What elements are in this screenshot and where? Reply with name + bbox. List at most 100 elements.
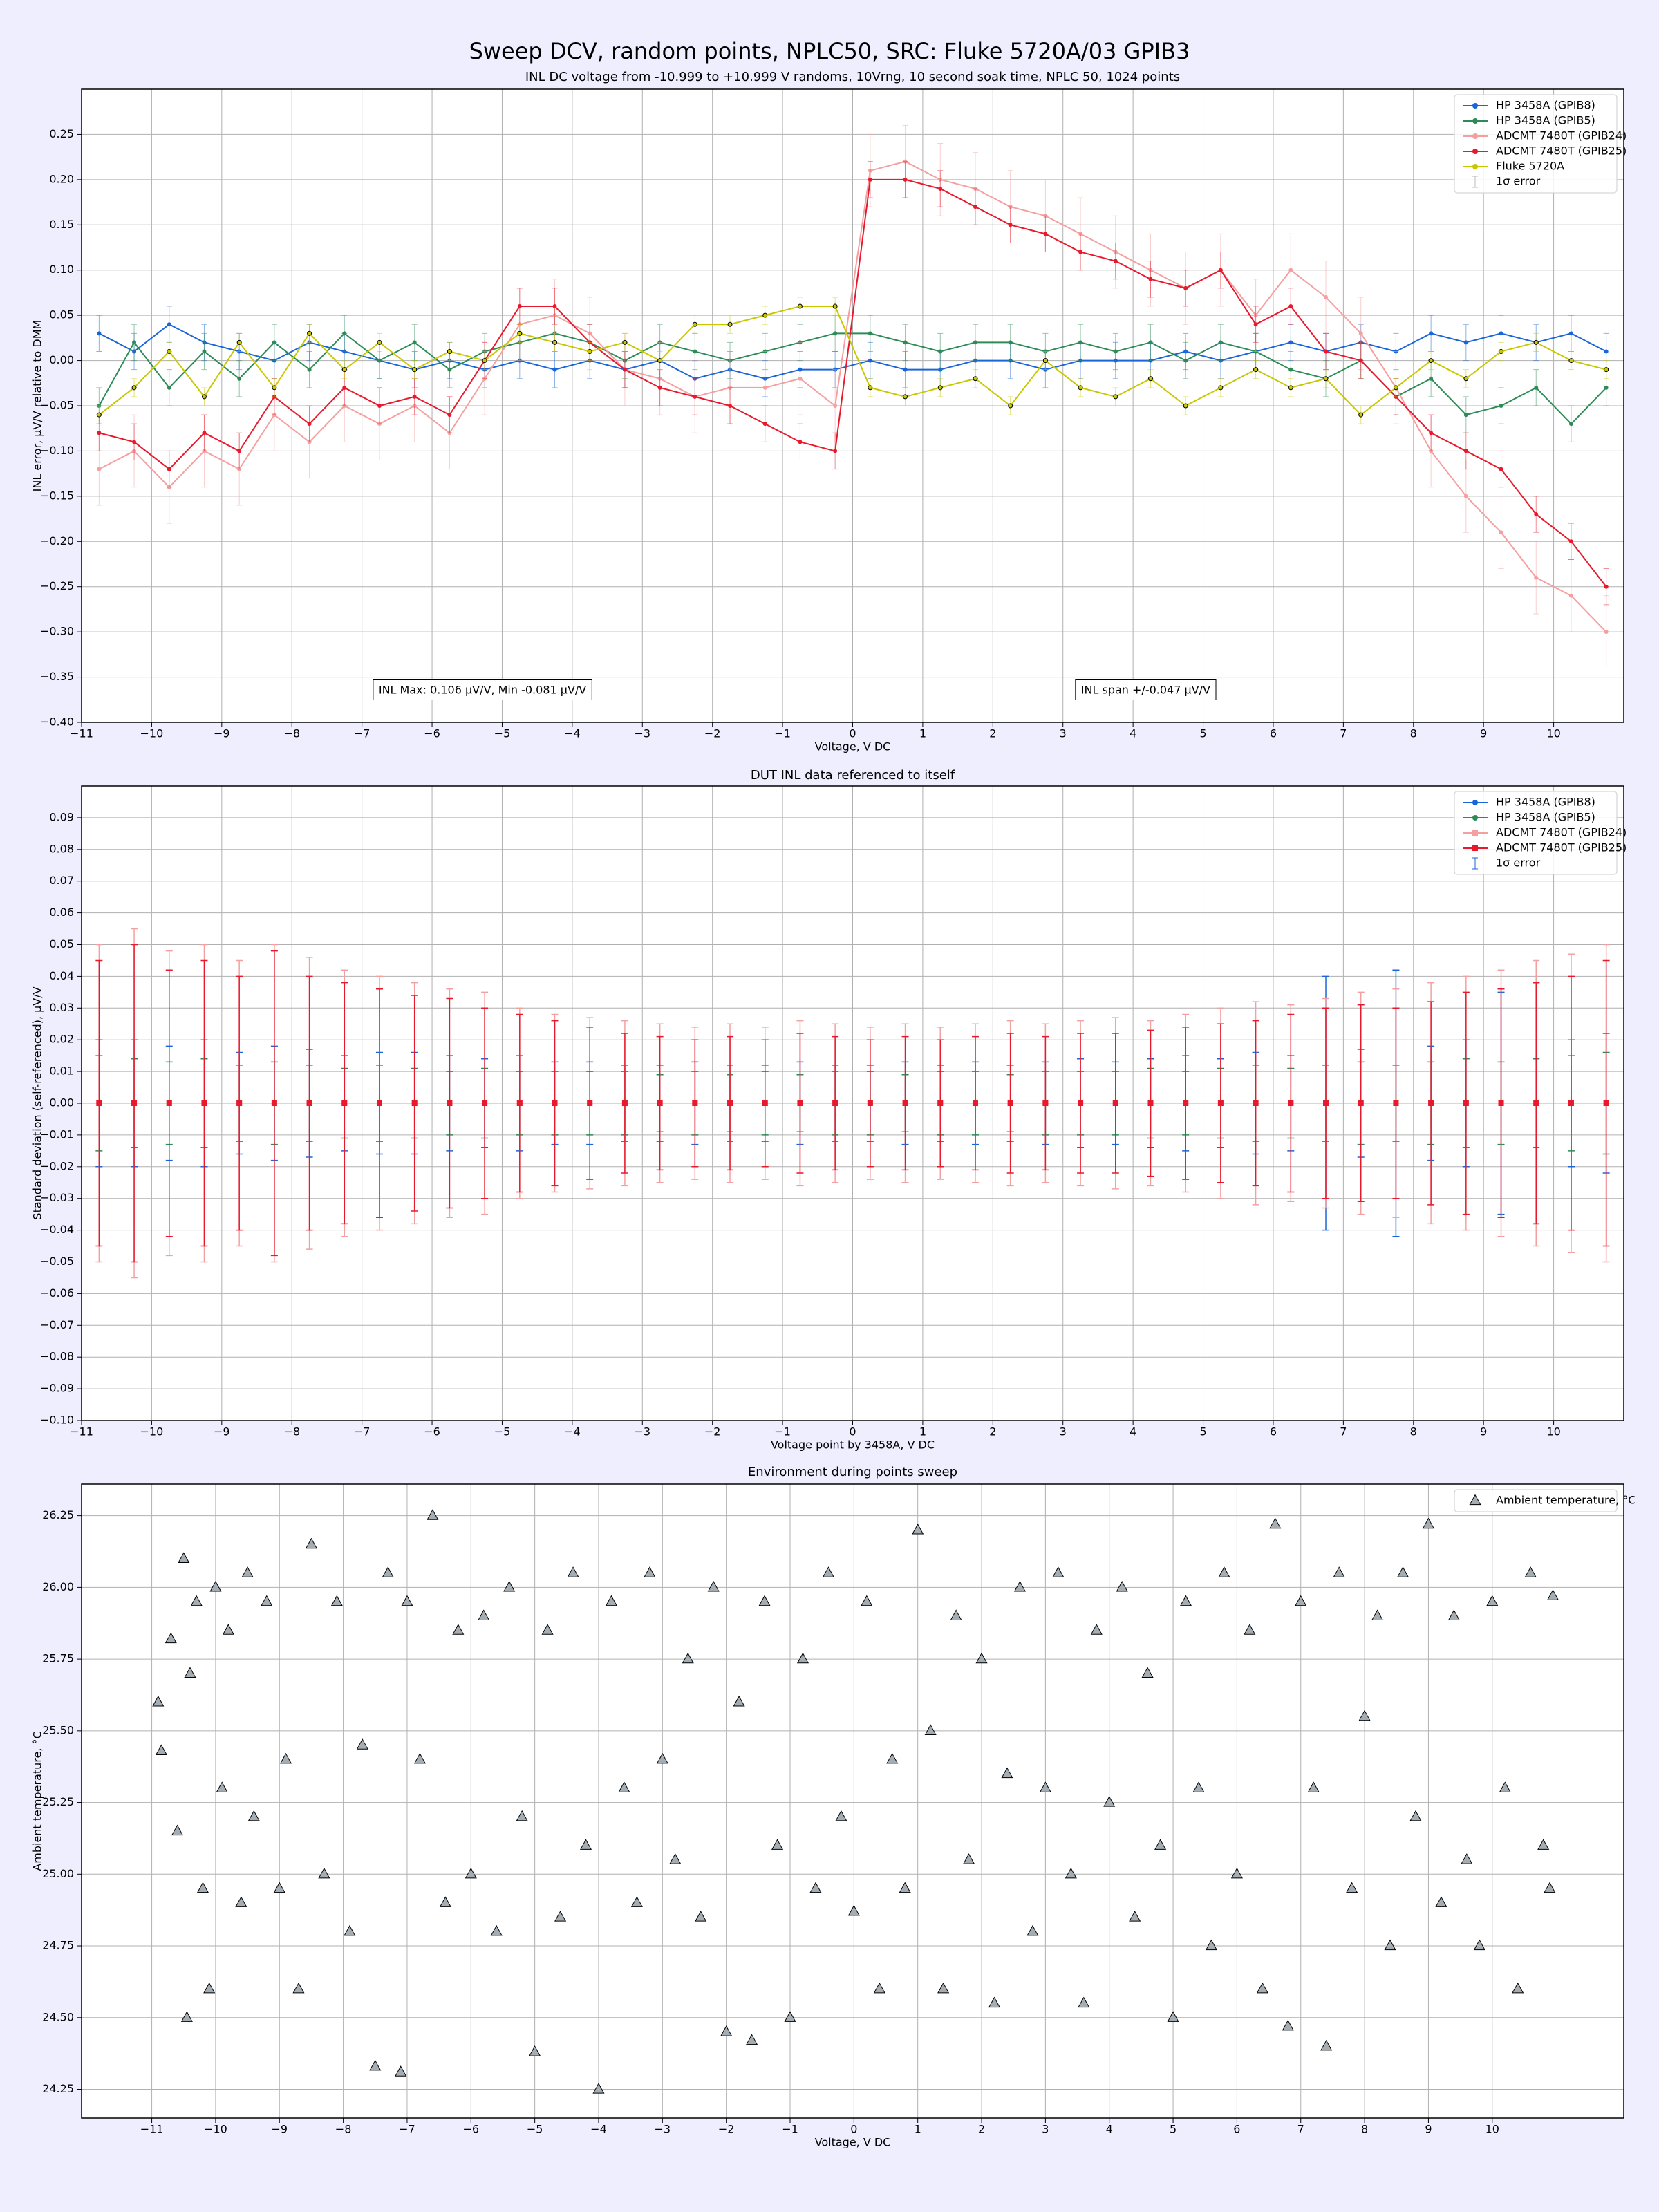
- data-point: [552, 1100, 558, 1106]
- scatter-point: [490, 1924, 503, 1936]
- data-point: [1499, 530, 1503, 535]
- data-point: [903, 367, 908, 372]
- scatter-point: [1422, 1517, 1434, 1529]
- x-tick-label: −8: [283, 1425, 300, 1438]
- data-point: [412, 340, 417, 345]
- x-tick-label: 3: [1042, 2123, 1049, 2136]
- scatter-point: [190, 1595, 203, 1606]
- x-tick-label: 10: [1546, 727, 1560, 740]
- y-tick-label: −0.01: [40, 1127, 74, 1141]
- y-tick-label: −0.25: [40, 579, 74, 592]
- data-point: [447, 413, 452, 418]
- data-point: [938, 186, 943, 191]
- scatter-point: [579, 1839, 592, 1850]
- x-tick-label: 2: [989, 727, 996, 740]
- data-point: [621, 1100, 628, 1106]
- data-point: [412, 394, 417, 399]
- y-tick-label: 24.25: [42, 2082, 74, 2095]
- scatter-point: [1244, 1624, 1256, 1635]
- x-tick-label: −4: [590, 2123, 607, 2136]
- scatter-point: [1013, 1580, 1026, 1592]
- data-point: [307, 422, 312, 427]
- series-line: [98, 324, 1607, 379]
- data-point: [1042, 1100, 1049, 1106]
- data-point: [1078, 385, 1083, 391]
- x-tick-label: 0: [849, 1425, 856, 1438]
- series-line: [99, 178, 1607, 588]
- data-point: [236, 1100, 243, 1106]
- data-point: [482, 1100, 488, 1106]
- scatter-point: [720, 2025, 733, 2036]
- y-tick-label: 0.15: [49, 218, 74, 231]
- plot-marks: [96, 124, 1609, 668]
- x-tick-label: 10: [1546, 1425, 1560, 1438]
- y-tick-label: −0.05: [40, 1255, 74, 1268]
- scatter-point: [1307, 1781, 1320, 1792]
- scatter-point: [465, 1867, 477, 1879]
- chart-title: INL DC voltage from -10.999 to +10.999 V…: [525, 70, 1180, 84]
- x-tick-label: 5: [1199, 1425, 1206, 1438]
- scatter-point: [618, 1781, 630, 1792]
- data-point: [868, 177, 872, 182]
- data-point: [306, 1100, 312, 1106]
- y-tick-label: 0.25: [49, 127, 74, 140]
- data-point: [202, 349, 207, 354]
- data-point: [131, 385, 137, 391]
- scatter-point: [241, 1566, 254, 1577]
- y-tick-label: 0.06: [49, 906, 74, 919]
- scatter-point: [478, 1609, 490, 1620]
- x-tick-label: 1: [919, 1425, 926, 1438]
- data-point: [1358, 331, 1363, 336]
- legend-label: ADCMT 7480T (GPIB25): [1496, 144, 1627, 158]
- data-point: [868, 358, 872, 363]
- data-point: [692, 321, 697, 327]
- scatter-point: [178, 1552, 190, 1563]
- data-point: [167, 348, 172, 354]
- data-point: [1323, 376, 1329, 382]
- y-tick-label: −0.07: [40, 1318, 74, 1331]
- data-point: [1113, 259, 1118, 263]
- annotation-box: [373, 679, 592, 700]
- data-point: [447, 1100, 453, 1106]
- data-point: [1499, 467, 1503, 471]
- scatter-point: [605, 1595, 617, 1606]
- scatter-point: [413, 1752, 426, 1764]
- data-point: [1568, 358, 1574, 364]
- scatter-point: [529, 2045, 541, 2056]
- data-point: [1183, 285, 1188, 290]
- data-point: [762, 312, 768, 318]
- scatter-point: [1052, 1566, 1065, 1577]
- data-point: [1604, 385, 1609, 390]
- x-tick-label: 6: [1233, 2123, 1240, 2136]
- x-tick-label: −10: [140, 727, 164, 740]
- x-tick-label: 0: [850, 2123, 857, 2136]
- data-point: [1078, 340, 1083, 345]
- data-point: [1463, 340, 1468, 345]
- y-tick-label: 0.03: [49, 1001, 74, 1014]
- x-axis-label: Voltage point by 3458A, V DC: [771, 1438, 935, 1452]
- data-point: [832, 1100, 838, 1106]
- data-point: [692, 1100, 698, 1106]
- x-tick-label: −9: [271, 2123, 288, 2136]
- data-point: [1428, 1100, 1434, 1106]
- data-point: [1218, 340, 1223, 345]
- data-point: [201, 1100, 207, 1106]
- legend-swatch: [1472, 149, 1478, 154]
- x-tick-label: 7: [1340, 1425, 1347, 1438]
- data-point: [482, 358, 487, 364]
- data-point: [307, 330, 312, 336]
- data-point: [1568, 422, 1573, 427]
- x-tick-label: −1: [774, 727, 791, 740]
- scatter-point: [155, 1744, 167, 1755]
- data-point: [1147, 376, 1153, 382]
- data-point: [1183, 403, 1188, 409]
- scatter-point: [899, 1882, 911, 1893]
- data-point: [1043, 232, 1048, 236]
- data-point: [903, 394, 908, 400]
- scatter-point: [861, 1595, 873, 1606]
- scatter-point: [1320, 2039, 1333, 2051]
- y-tick-label: −0.08: [40, 1350, 74, 1363]
- scatter-point: [196, 1882, 209, 1893]
- x-tick-label: 8: [1410, 727, 1417, 740]
